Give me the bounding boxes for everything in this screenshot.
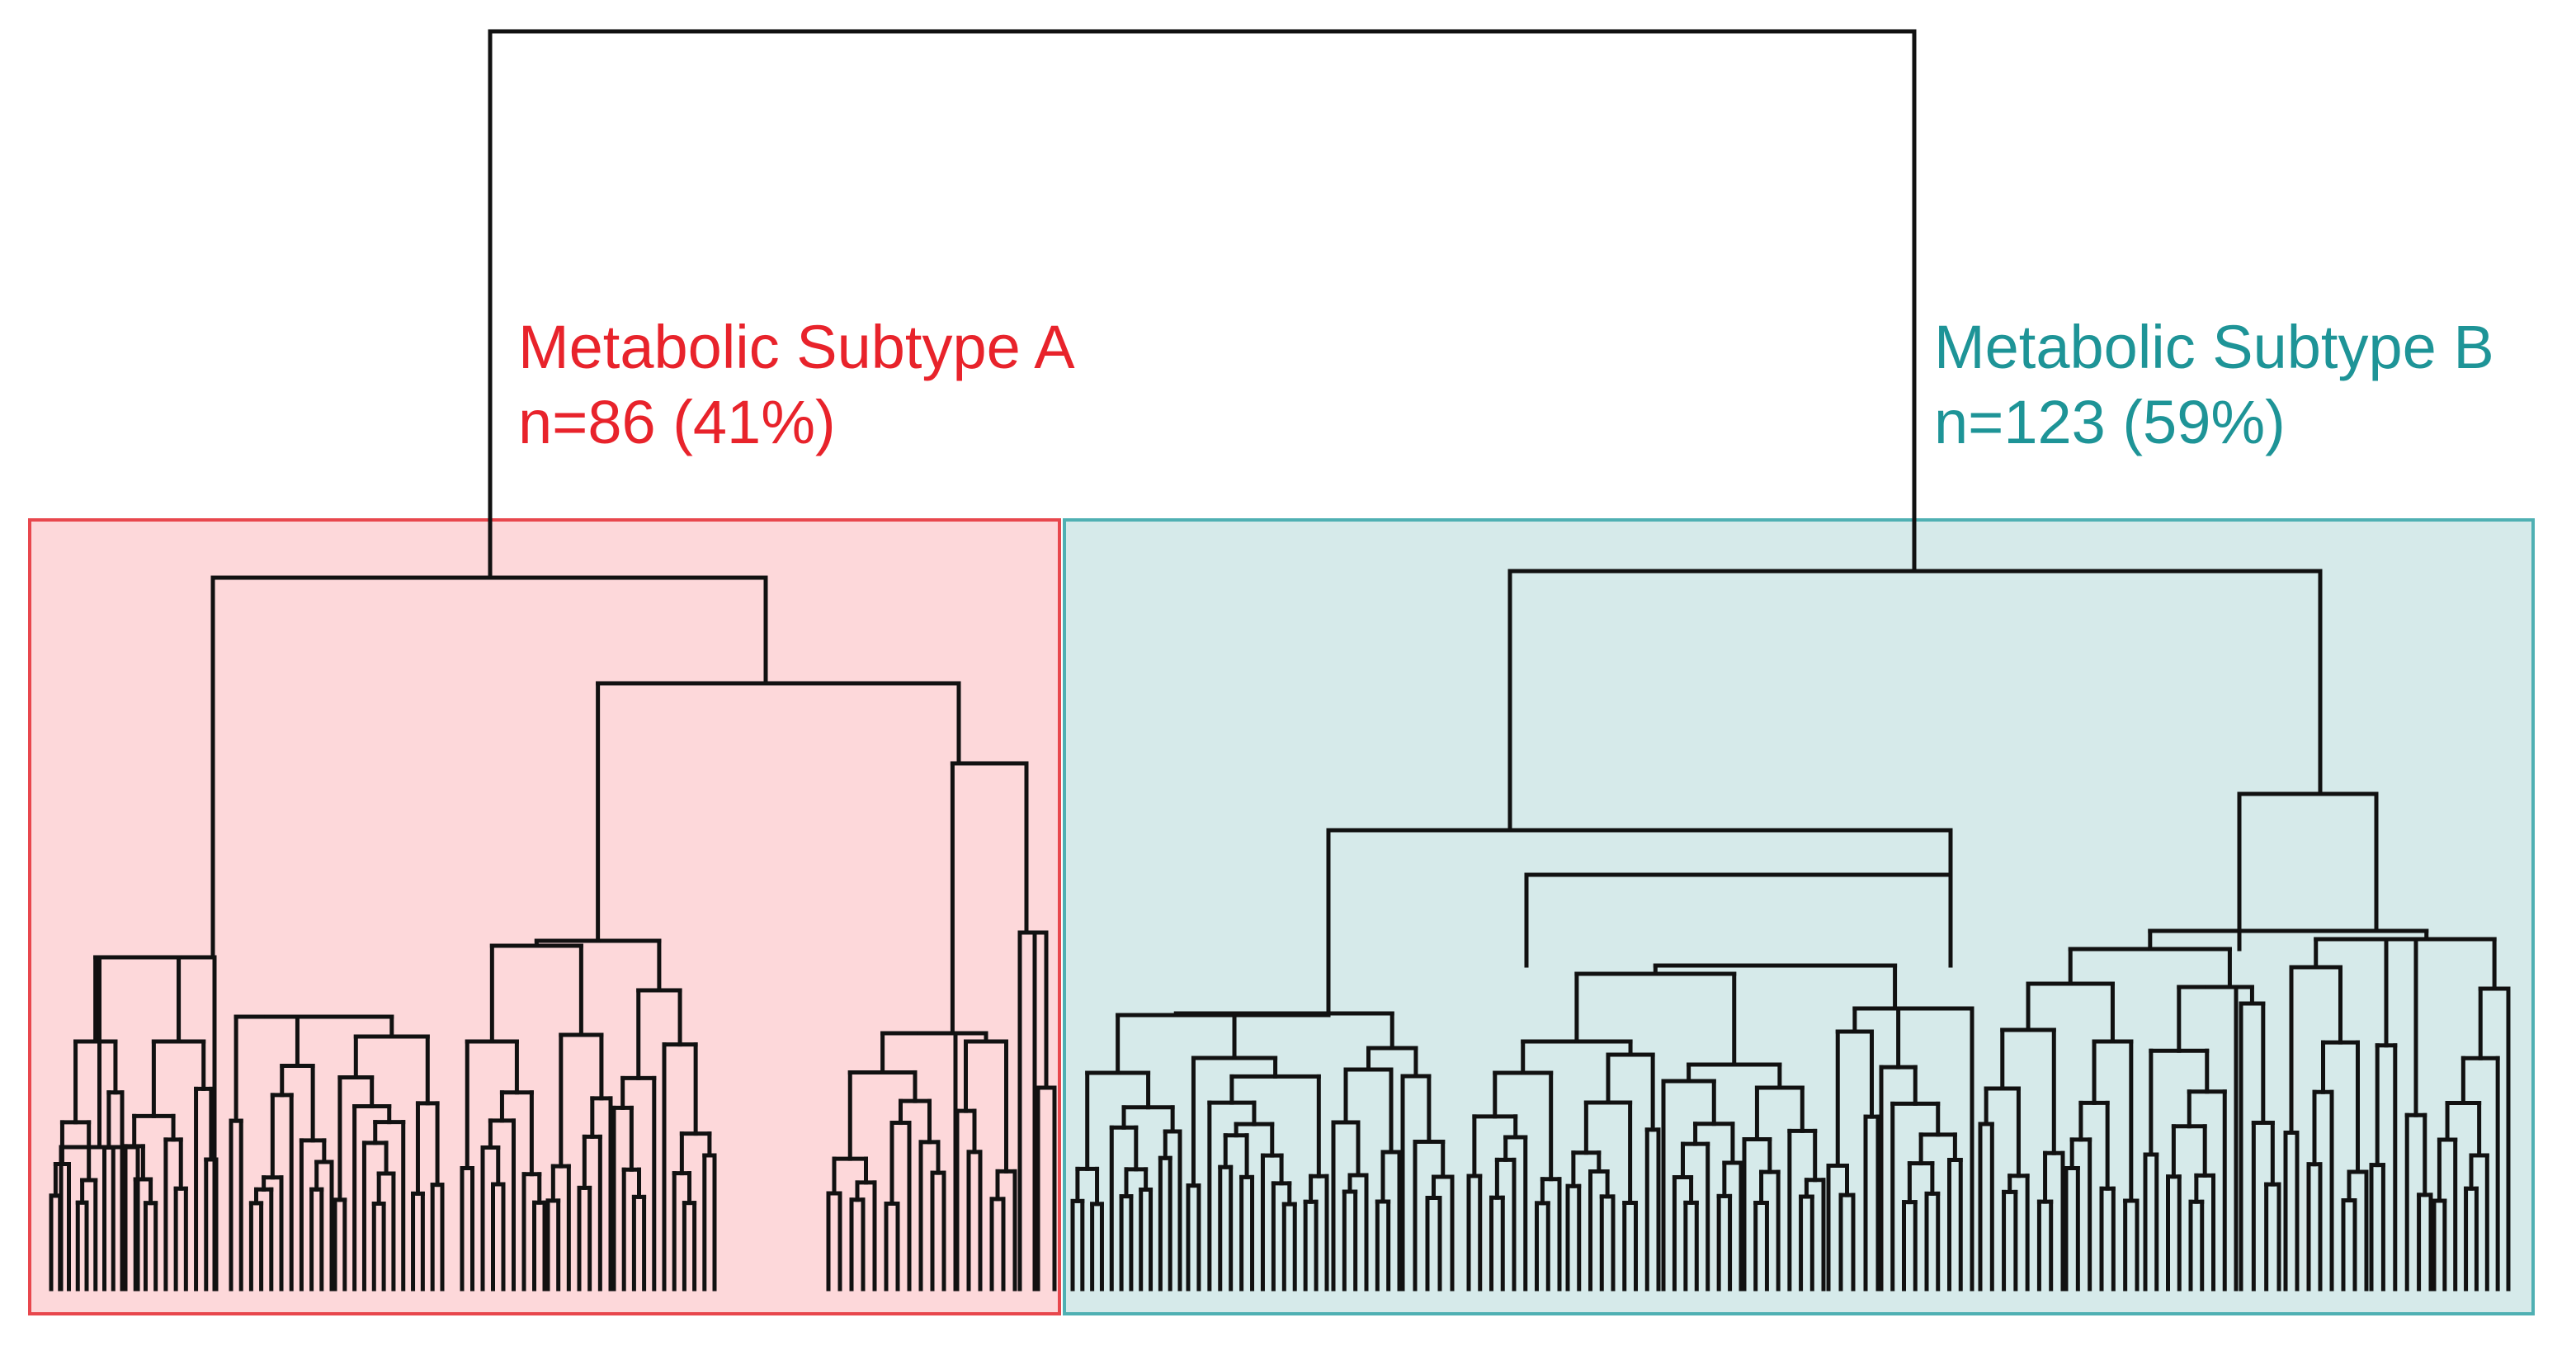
- subtype-b-count: n=123 (59%): [1934, 388, 2286, 457]
- subtype-a-count: n=86 (41%): [518, 388, 836, 457]
- subtype-a-title: Metabolic Subtype A: [518, 313, 1075, 381]
- subtype-b-title: Metabolic Subtype B: [1934, 313, 2494, 381]
- subtype-b-label: Metabolic Subtype B n=123 (59%): [1934, 312, 2494, 457]
- dendrogram-tree: [49, 29, 2511, 1292]
- subtype-a-region: [28, 518, 1061, 1315]
- subtype-b-region: [1063, 518, 2535, 1315]
- subtype-a-label: Metabolic Subtype A n=86 (41%): [518, 312, 1075, 457]
